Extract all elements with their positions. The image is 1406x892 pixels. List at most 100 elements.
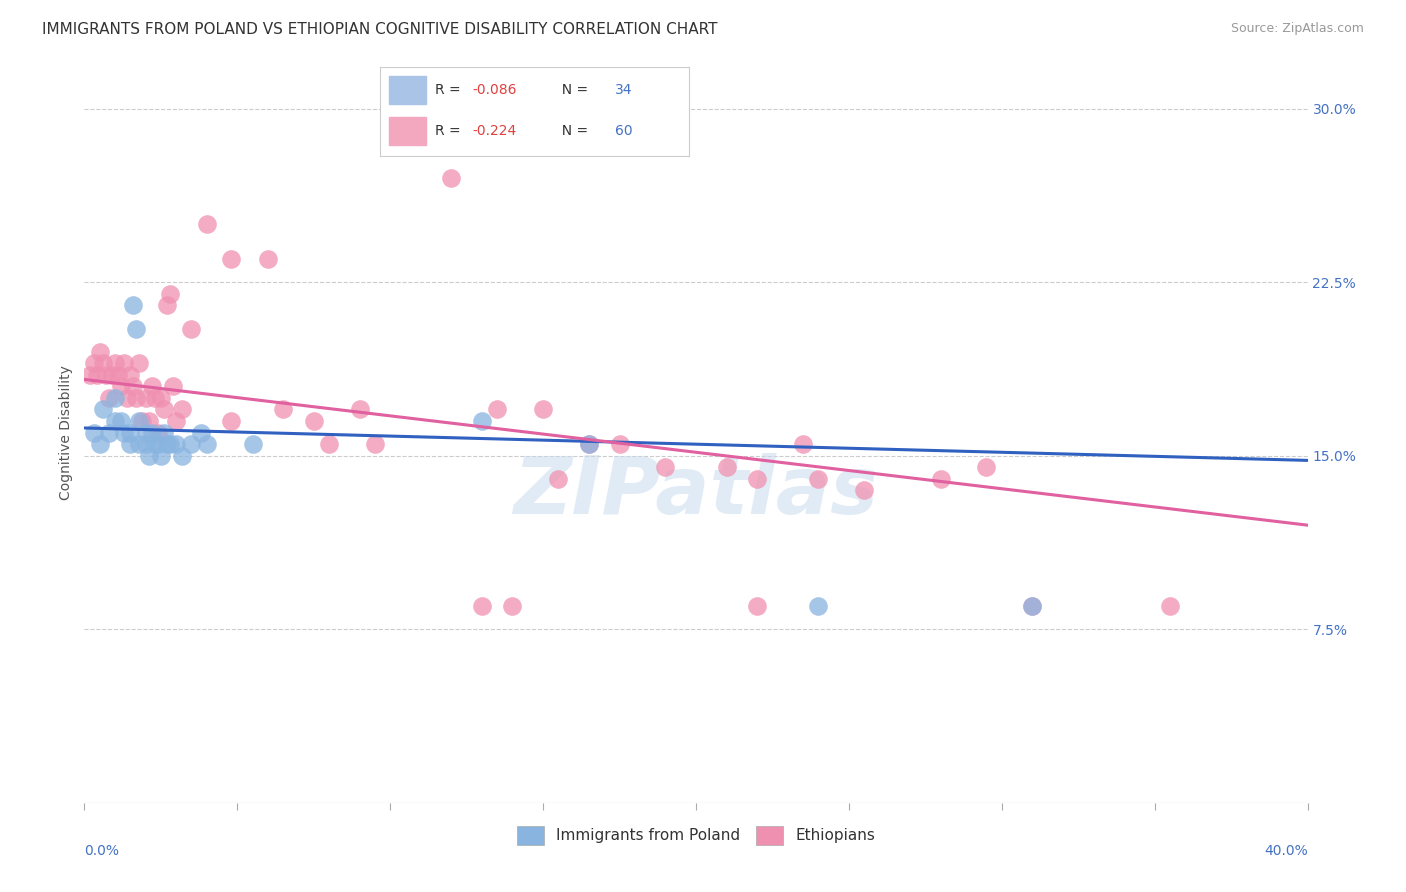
Point (195, 218, 218, 232)
Point (89, 344, 111, 359)
Text: -0.086: -0.086 (472, 83, 517, 97)
Point (162, 379, 184, 393)
Point (120, 437, 142, 451)
Point (112, 356, 135, 370)
Text: N =: N = (553, 124, 592, 138)
Point (471, 599, 494, 614)
Point (531, 402, 554, 417)
Text: R =: R = (436, 83, 465, 97)
Point (440, 171, 463, 186)
Point (747, 599, 769, 614)
Point (976, 460, 998, 475)
Point (138, 449, 160, 463)
Point (349, 402, 371, 417)
Point (190, 425, 212, 440)
Point (120, 425, 142, 440)
Point (104, 391, 127, 405)
Point (853, 483, 876, 498)
Point (1021, 599, 1043, 614)
Point (135, 437, 157, 451)
Point (654, 460, 676, 475)
Point (125, 391, 148, 405)
Point (153, 425, 176, 440)
Text: R =: R = (436, 124, 465, 138)
Point (141, 379, 163, 393)
Point (125, 321, 148, 335)
Point (257, 252, 280, 266)
Point (97, 425, 120, 440)
Point (156, 298, 179, 312)
Text: 60: 60 (614, 124, 633, 138)
Point (502, 599, 524, 614)
Point (143, 437, 166, 451)
Point (128, 414, 150, 428)
Point (807, 472, 830, 486)
Point (128, 356, 150, 370)
Point (929, 472, 952, 486)
Point (143, 391, 166, 405)
Point (141, 425, 163, 440)
Point (138, 414, 160, 428)
Point (271, 402, 294, 417)
Point (242, 437, 264, 451)
Point (115, 391, 138, 405)
Point (159, 286, 181, 301)
Point (122, 298, 145, 312)
Point (165, 437, 187, 451)
Point (180, 321, 202, 335)
Point (83, 425, 105, 440)
Point (716, 460, 738, 475)
Point (91, 356, 114, 370)
Point (120, 368, 142, 382)
Point (86, 368, 108, 382)
Point (146, 425, 169, 440)
Point (79, 368, 101, 382)
Point (1159, 599, 1181, 614)
Point (131, 414, 153, 428)
Point (747, 472, 769, 486)
Point (94, 368, 117, 382)
Point (156, 437, 179, 451)
Point (792, 437, 814, 451)
Point (104, 356, 127, 370)
Point (146, 437, 169, 451)
Text: 34: 34 (614, 83, 633, 97)
Point (101, 368, 124, 382)
Point (149, 391, 172, 405)
Text: 0.0%: 0.0% (84, 844, 120, 857)
Text: IMMIGRANTS FROM POLAND VS ETHIOPIAN COGNITIVE DISABILITY CORRELATION CHART: IMMIGRANTS FROM POLAND VS ETHIOPIAN COGN… (42, 22, 717, 37)
Point (302, 414, 325, 428)
Point (440, 78, 463, 93)
Point (149, 449, 172, 463)
Point (172, 402, 194, 417)
Point (364, 437, 387, 451)
Point (159, 437, 181, 451)
Point (471, 414, 494, 428)
Point (578, 437, 600, 451)
Point (807, 599, 830, 614)
Point (547, 472, 569, 486)
Point (135, 391, 157, 405)
Point (97, 391, 120, 405)
Text: 40.0%: 40.0% (1264, 844, 1308, 857)
Text: -0.224: -0.224 (472, 124, 516, 138)
Point (195, 437, 218, 451)
Point (578, 437, 600, 451)
Point (107, 368, 129, 382)
Point (89, 437, 111, 451)
Point (91, 402, 114, 417)
Point (1021, 599, 1043, 614)
Point (83, 356, 105, 370)
Point (609, 437, 631, 451)
Point (486, 402, 509, 417)
Point (135, 425, 157, 440)
Point (318, 437, 340, 451)
Y-axis label: Cognitive Disability: Cognitive Disability (59, 365, 73, 500)
Point (110, 379, 132, 393)
Point (104, 414, 127, 428)
Point (153, 402, 176, 417)
Point (172, 449, 194, 463)
Point (165, 414, 187, 428)
Text: ZIPatlas: ZIPatlas (513, 453, 879, 531)
Point (128, 437, 150, 451)
